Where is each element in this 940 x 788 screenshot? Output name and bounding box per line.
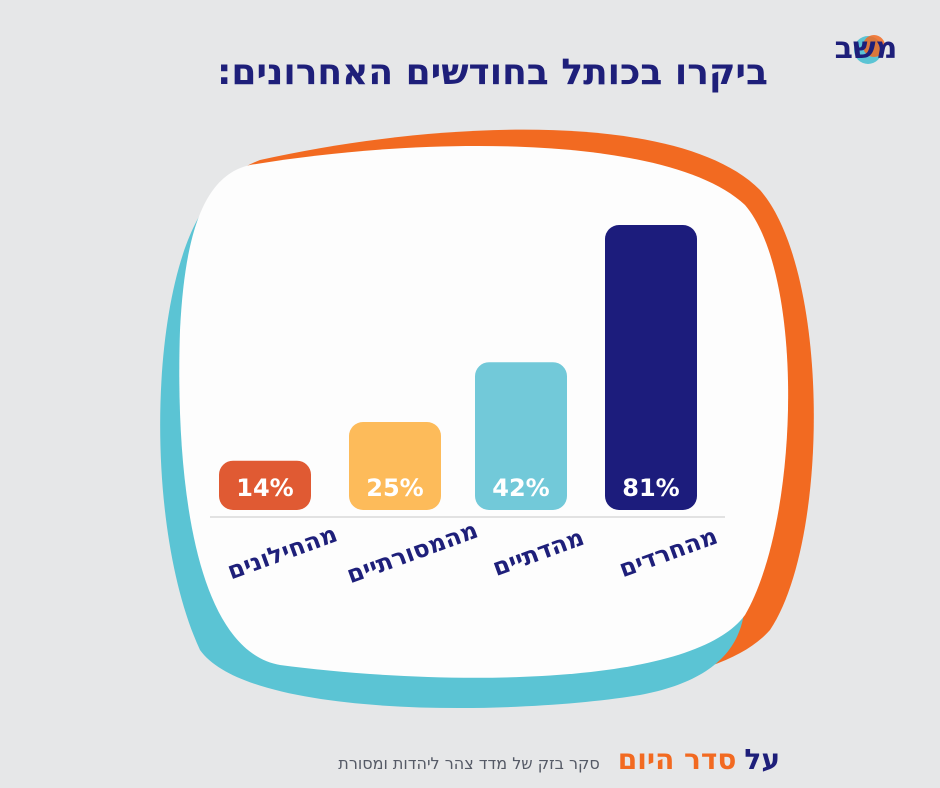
category-label-1: מהחילונים bbox=[224, 520, 341, 586]
mashav-logo: משב bbox=[835, 31, 898, 66]
footer-survey-text: סקר בזק של מדד צהר ליהדות ומסורת bbox=[338, 754, 600, 773]
chart-title: ביקרו בכותל בחודשים האחרונים: bbox=[216, 52, 768, 93]
bar-3 bbox=[475, 362, 567, 510]
bar-2 bbox=[349, 422, 441, 510]
category-labels-group: מהחילונים מהמסורתיים מהדתיים מהחרדים bbox=[224, 516, 722, 589]
bar-value-label-1: 14% bbox=[236, 474, 293, 502]
bars-group: 14% 25% 42% 81% bbox=[219, 225, 697, 510]
logo-text: משב bbox=[835, 31, 898, 66]
footer-prefix: על bbox=[744, 743, 780, 776]
bar-1 bbox=[219, 460, 311, 510]
category-label-3: מהדתיים bbox=[489, 523, 588, 582]
bar-value-label-4: 81% bbox=[622, 474, 679, 502]
bar-value-label-3: 42% bbox=[492, 474, 549, 502]
category-label-2: מהמסורתיים bbox=[343, 516, 482, 589]
logo-orange-circle bbox=[863, 35, 885, 57]
footer: על סדר היום סקר בזק של מדד צהר ליהדות ומ… bbox=[338, 743, 780, 776]
bar-value-label-2: 25% bbox=[366, 474, 423, 502]
bar-4 bbox=[605, 225, 697, 510]
footer-highlight: סדר היום bbox=[617, 743, 737, 776]
category-label-4: מהחרדים bbox=[615, 522, 721, 583]
